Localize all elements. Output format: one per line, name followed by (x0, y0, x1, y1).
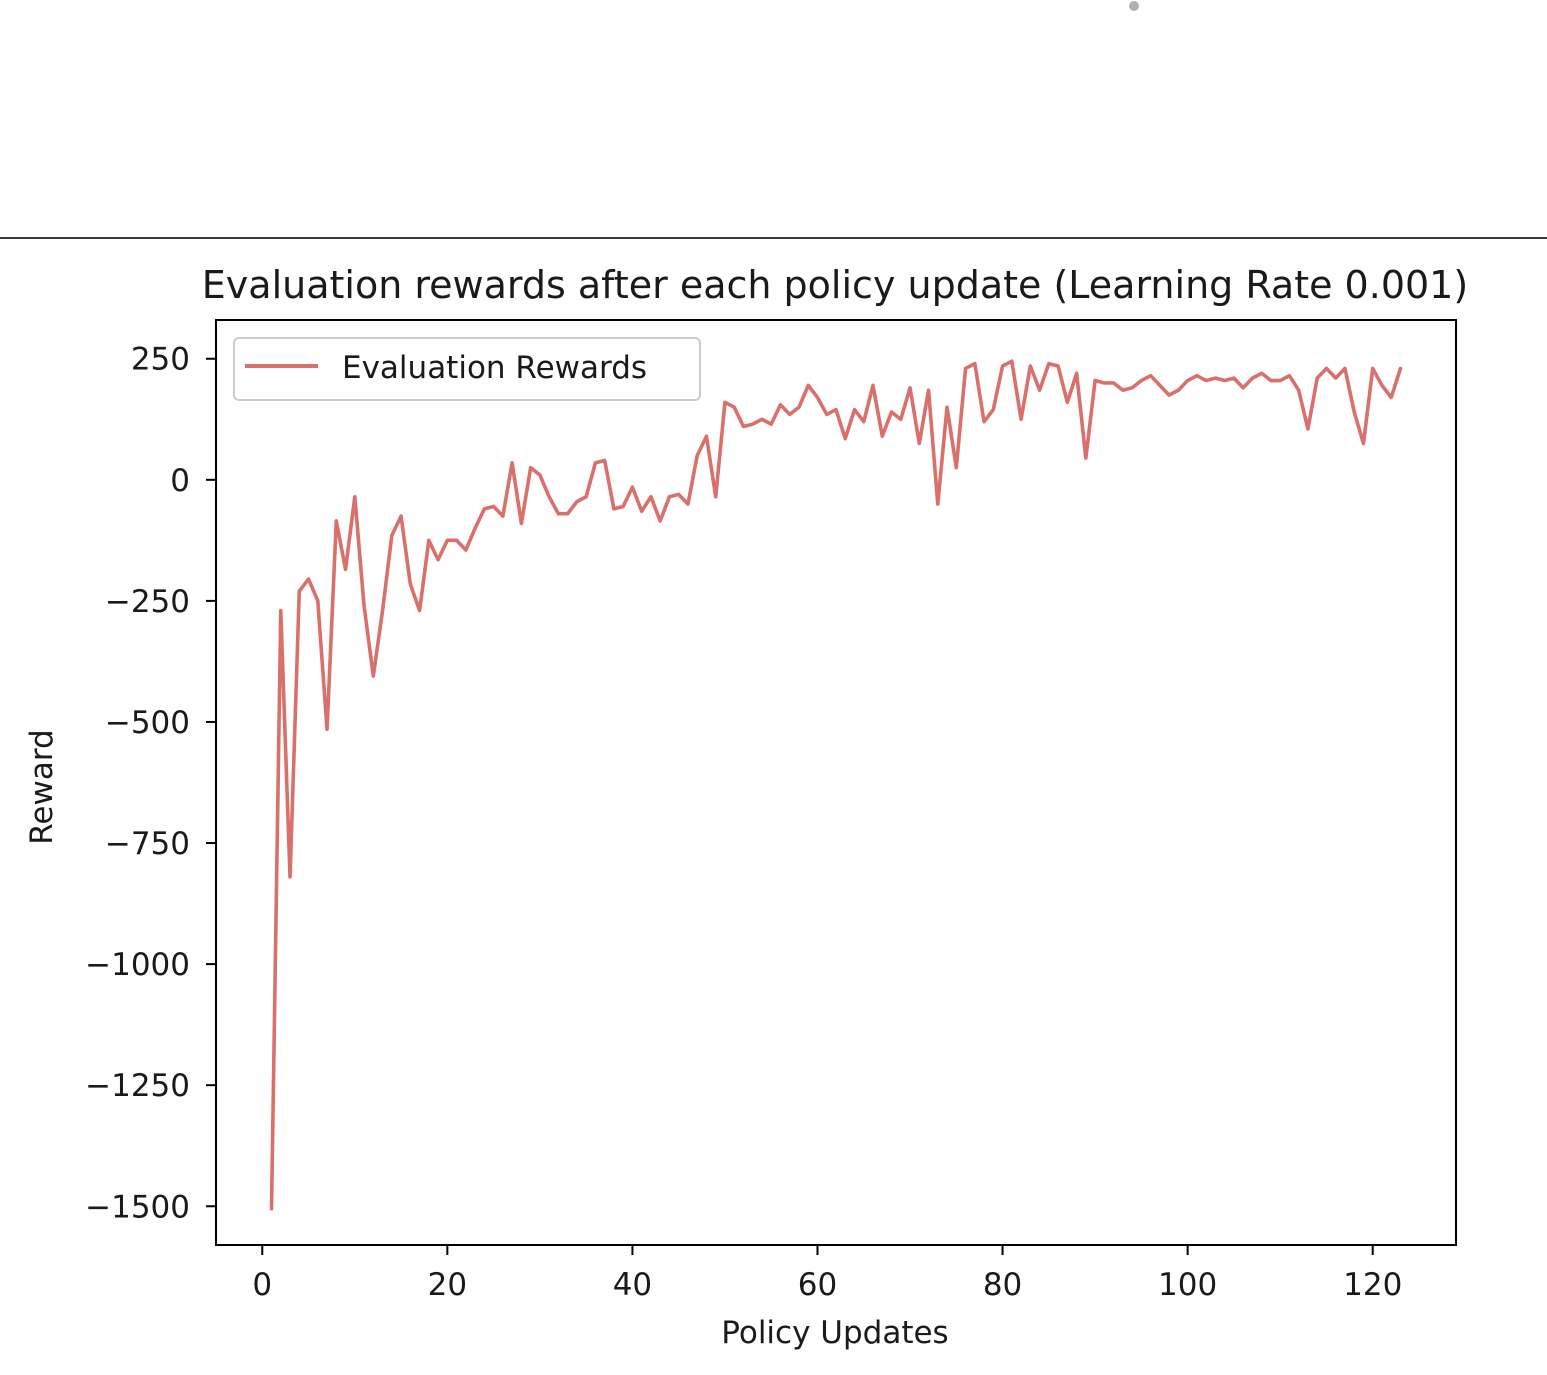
y-tick-label: 0 (170, 463, 190, 499)
plot-area: 0 20 40 60 80 100 120 250 0 −250 −500 −750 −1000 −125… (85, 319, 1457, 1303)
legend-box (233, 337, 701, 401)
x-tick-label: 40 (613, 1267, 652, 1303)
x-tick-label: 20 (428, 1267, 467, 1303)
plot-frame (215, 319, 1457, 1246)
series-line-0 (269, 359, 1403, 1211)
chart-title: Evaluation rewards after each policy upd… (202, 263, 1468, 307)
y-tick-label: −1000 (85, 947, 190, 983)
legend-label: Evaluation Rewards (342, 350, 647, 386)
x-axis-title: Policy Updates (721, 1315, 948, 1351)
y-tick-label: −1500 (85, 1189, 190, 1225)
y-tick-label: −500 (105, 705, 190, 741)
legend: Evaluation Rewards (233, 337, 701, 401)
x-tick-label: 120 (1343, 1267, 1402, 1303)
y-tick-label: 250 (131, 342, 190, 378)
top-dot (1129, 1, 1139, 11)
x-tick-label: 100 (1158, 1267, 1217, 1303)
x-tick-label: 0 (252, 1267, 272, 1303)
x-tick-label: 80 (983, 1267, 1022, 1303)
x-tick-label: 60 (798, 1267, 837, 1303)
y-tick-label: −250 (105, 584, 190, 620)
y-axis-title: Reward (24, 729, 60, 844)
top-divider (0, 237, 1547, 239)
y-tick-label: −1250 (85, 1068, 190, 1104)
y-tick-label: −750 (105, 826, 190, 862)
